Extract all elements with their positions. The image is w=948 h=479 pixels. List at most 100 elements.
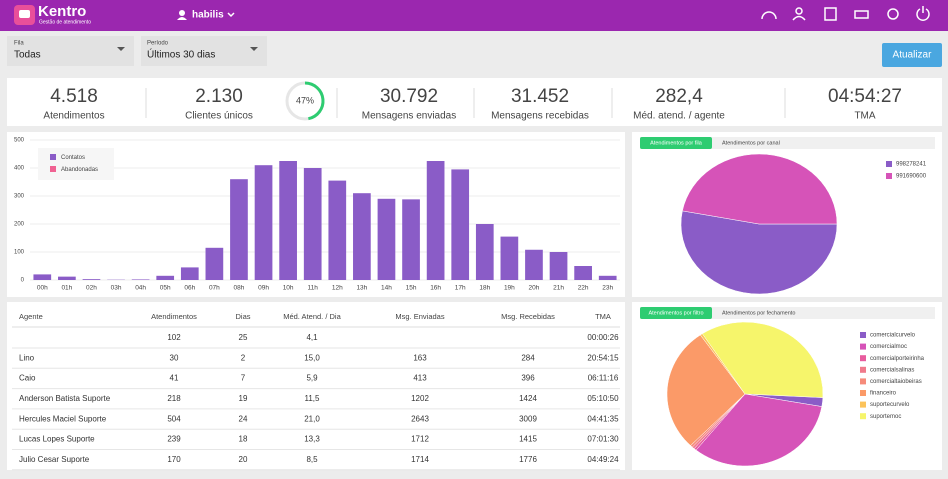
tab-label[interactable]: Atendimentos por fila <box>650 140 703 146</box>
kpi-label: TMA <box>854 111 875 122</box>
filter-label: Fila <box>14 41 24 47</box>
legend-label: financeiro <box>870 391 897 397</box>
kpi-label: Clientes únicos <box>185 111 253 122</box>
bar <box>328 181 346 280</box>
tab-label[interactable]: Atendimentos por filtro <box>648 310 703 316</box>
bar <box>353 193 371 280</box>
table-cell: 218 <box>167 394 181 403</box>
kpi-value: 04:54:27 <box>828 86 902 107</box>
x-tick-label: 00h <box>37 285 48 292</box>
legend-swatch <box>860 332 866 338</box>
legend-swatch <box>50 166 56 172</box>
x-tick-label: 22h <box>578 285 589 292</box>
kpi-value: 4.518 <box>50 86 98 107</box>
x-tick-label: 19h <box>504 285 515 292</box>
legend-label: comercialporteirinha <box>870 356 925 362</box>
legend-label: comercialcurvelo <box>870 333 916 339</box>
table-cell: 20 <box>239 455 248 464</box>
table-cell: Julio Cesar Suporte <box>19 455 90 464</box>
legend-swatch <box>860 367 866 373</box>
table-cell: 170 <box>167 455 181 464</box>
table-cell: 41 <box>170 374 179 383</box>
filter-value[interactable]: Últimos 30 dias <box>147 48 215 61</box>
column-header: Atendimentos <box>151 312 197 321</box>
legend-swatch <box>860 378 866 384</box>
bar <box>574 266 592 280</box>
kpi-label: Atendimentos <box>43 111 104 122</box>
legend-label: suportemoc <box>870 414 901 420</box>
user-name[interactable]: habilis <box>192 10 224 21</box>
legend-label: Contatos <box>61 155 85 161</box>
tab-label[interactable]: Atendimentos por fechamento <box>722 310 795 316</box>
table-cell: Hercules Maciel Suporte <box>19 414 107 423</box>
bar <box>402 199 420 280</box>
table-cell: 7 <box>241 374 246 383</box>
table-cell: 284 <box>521 353 535 362</box>
legend-swatch <box>860 344 866 350</box>
table-cell: 1776 <box>519 455 537 464</box>
table-cell: Lucas Lopes Suporte <box>19 435 95 444</box>
table-cell: 04:49:24 <box>587 455 619 464</box>
legend-swatch <box>860 390 866 396</box>
x-tick-label: 07h <box>209 285 220 292</box>
brand: Kentro <box>38 3 86 20</box>
table-cell: Lino <box>19 353 35 362</box>
column-header: Dias <box>235 312 250 321</box>
legend-swatch <box>886 161 892 167</box>
table-cell: 11,5 <box>305 394 321 403</box>
table-cell: 239 <box>167 435 181 444</box>
x-tick-label: 11h <box>308 285 319 292</box>
x-tick-label: 02h <box>86 285 97 292</box>
bar <box>33 274 51 280</box>
x-tick-label: 18h <box>479 285 490 292</box>
x-tick-label: 08h <box>234 285 245 292</box>
table-cell: 2643 <box>411 414 429 423</box>
table-cell: 06:11:16 <box>588 374 619 383</box>
legend-label: suportecurvelo <box>870 402 910 408</box>
table-cell: 04:41:35 <box>587 414 619 423</box>
x-tick-label: 14h <box>381 285 392 292</box>
bar <box>427 161 445 280</box>
gauge-label: 47% <box>296 95 314 105</box>
bar <box>525 250 543 280</box>
bar <box>83 279 101 280</box>
legend-swatch <box>860 355 866 361</box>
legend-label: comercialtaiobeiras <box>870 379 922 385</box>
x-tick-label: 16h <box>430 285 441 292</box>
user-icon <box>179 10 185 16</box>
table-cell: 413 <box>413 374 427 383</box>
kpi-label: Mensagens recebidas <box>491 111 589 122</box>
filter-value[interactable]: Todas <box>14 50 41 61</box>
table-cell: 1712 <box>411 435 429 444</box>
bar <box>58 277 76 280</box>
bar <box>476 224 494 280</box>
table-cell: 25 <box>239 333 248 342</box>
table-cell: 20:54:15 <box>587 353 619 362</box>
bar <box>156 276 174 280</box>
legend-swatch <box>860 413 866 419</box>
bar <box>501 237 519 280</box>
table-cell: 2 <box>241 353 246 362</box>
table-cell: 30 <box>170 353 179 362</box>
x-tick-label: 13h <box>356 285 367 292</box>
tab-label[interactable]: Atendimentos por canal <box>722 140 780 146</box>
table-cell: 05:10:50 <box>587 394 619 403</box>
x-tick-label: 17h <box>455 285 466 292</box>
legend-box <box>38 148 114 180</box>
x-tick-label: 21h <box>553 285 564 292</box>
column-header: Msg. Enviadas <box>395 312 444 321</box>
x-tick-label: 05h <box>160 285 171 292</box>
update-label[interactable]: Atualizar <box>893 50 933 61</box>
y-tick-label: 100 <box>14 250 25 256</box>
table-cell: 1714 <box>411 455 429 464</box>
x-tick-label: 03h <box>111 285 122 292</box>
legend-label: comercialsalinas <box>870 367 914 373</box>
legend-label: Abandonadas <box>61 167 98 173</box>
y-tick-label: 200 <box>14 222 25 228</box>
kpi-value: 2.130 <box>195 86 243 107</box>
bar <box>378 199 396 280</box>
x-tick-label: 23h <box>602 285 613 292</box>
table-cell: 24 <box>239 414 248 423</box>
top-bar <box>0 0 948 31</box>
